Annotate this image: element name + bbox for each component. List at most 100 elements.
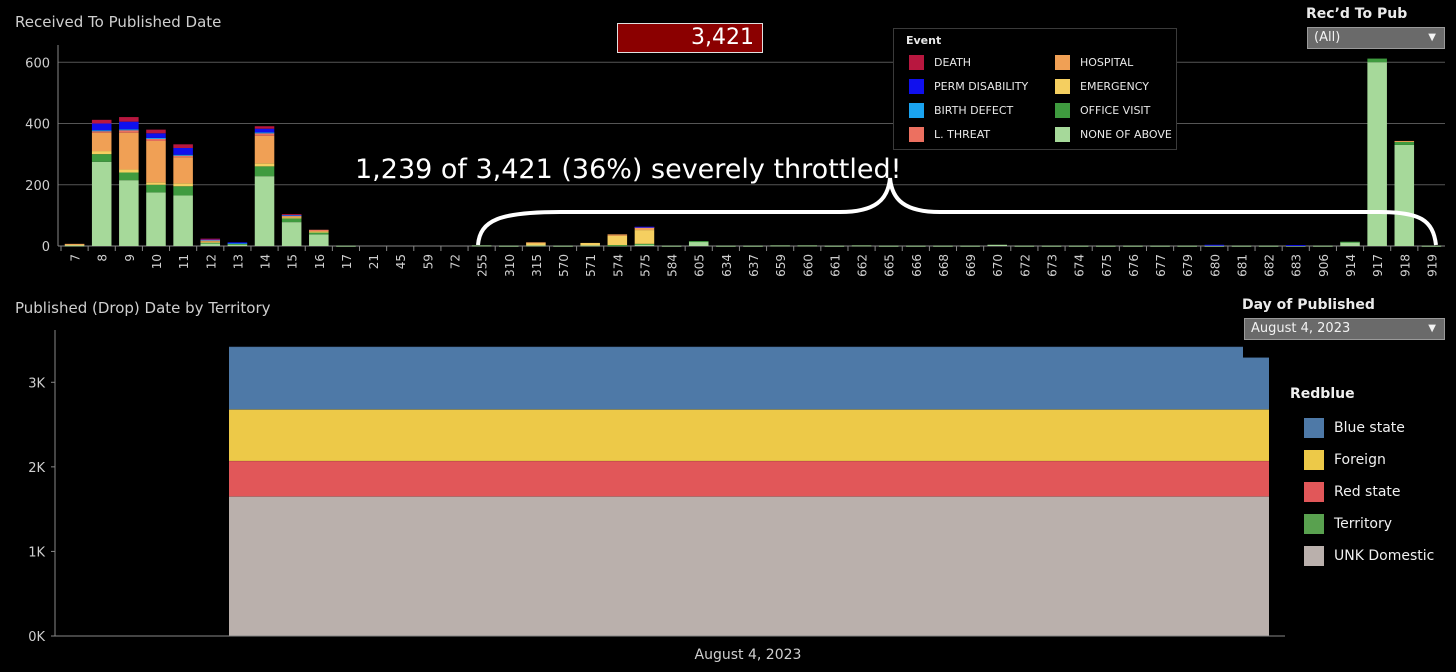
bar-segment[interactable] xyxy=(146,140,166,183)
bar-segment[interactable] xyxy=(661,245,682,247)
bar-segment[interactable] xyxy=(1041,245,1062,247)
bar-segment[interactable] xyxy=(119,130,139,133)
event-legend-item[interactable]: NONE OF ABOVE xyxy=(1055,127,1172,142)
bar-segment[interactable] xyxy=(91,132,112,152)
event-legend-item[interactable]: EMERGENCY xyxy=(1055,79,1149,94)
bar-segment[interactable] xyxy=(634,226,655,228)
bar-segment[interactable] xyxy=(1285,245,1306,247)
bar-segment[interactable] xyxy=(1394,141,1415,145)
bar-segment[interactable] xyxy=(526,242,546,246)
bar-segment[interactable] xyxy=(309,232,329,235)
bar-segment[interactable] xyxy=(200,240,221,242)
bar-segment[interactable] xyxy=(1394,144,1415,246)
bar-segment[interactable] xyxy=(173,154,193,156)
bar-segment[interactable] xyxy=(173,195,193,246)
redblue-legend-item[interactable]: Blue state xyxy=(1304,412,1434,444)
bar-segment[interactable] xyxy=(878,245,899,247)
bar-segment[interactable] xyxy=(173,183,193,187)
bar-segment[interactable] xyxy=(634,243,655,245)
bar-segment[interactable] xyxy=(1340,242,1360,246)
bar-segment[interactable] xyxy=(227,243,248,245)
redblue-legend-item[interactable]: Territory xyxy=(1304,508,1434,540)
bar-segment[interactable] xyxy=(91,119,112,124)
bar-segment[interactable] xyxy=(91,130,112,132)
bar-segment[interactable] xyxy=(227,244,248,246)
bar-segment[interactable] xyxy=(607,235,628,246)
bar-segment[interactable] xyxy=(1340,241,1360,243)
bar-segment[interactable] xyxy=(200,242,221,244)
bar-segment[interactable] xyxy=(173,155,193,158)
bar-segment[interactable] xyxy=(336,245,356,247)
bar-segment[interactable] xyxy=(1096,245,1116,247)
bar-segment[interactable] xyxy=(580,245,600,247)
bar-segment[interactable] xyxy=(254,126,275,129)
bar-segment[interactable] xyxy=(743,245,763,247)
bar-segment[interactable] xyxy=(688,241,709,246)
bar-segment[interactable] xyxy=(173,144,193,148)
bar-segment[interactable] xyxy=(1177,245,1197,247)
bar-segment[interactable] xyxy=(119,117,139,122)
bar-segment[interactable] xyxy=(119,121,139,130)
event-legend-item[interactable]: L. THREAT xyxy=(909,127,990,142)
bar-segment[interactable] xyxy=(254,176,275,246)
bar-segment[interactable] xyxy=(1313,245,1333,247)
area-band[interactable] xyxy=(229,346,1269,410)
event-legend-item[interactable]: HOSPITAL xyxy=(1055,55,1133,70)
bar-segment[interactable] xyxy=(309,234,329,246)
bar-segment[interactable] xyxy=(146,138,166,141)
redblue-legend-item[interactable]: Foreign xyxy=(1304,444,1434,476)
bar-segment[interactable] xyxy=(1394,140,1415,142)
bar-segment[interactable] xyxy=(607,234,628,236)
redblue-legend-item[interactable]: Red state xyxy=(1304,476,1434,508)
event-legend-item[interactable]: BIRTH DEFECT xyxy=(909,103,1013,118)
day-of-published-dropdown[interactable]: August 4, 2023 ▼ xyxy=(1244,318,1445,340)
bar-segment[interactable] xyxy=(797,245,818,247)
event-legend-item[interactable]: PERM DISABILITY xyxy=(909,79,1028,94)
bar-segment[interactable] xyxy=(64,245,85,247)
bar-segment[interactable] xyxy=(254,166,275,177)
bar-segment[interactable] xyxy=(580,242,600,246)
bar-segment[interactable] xyxy=(309,229,329,231)
bar-segment[interactable] xyxy=(200,243,221,246)
bar-segment[interactable] xyxy=(173,148,193,155)
bar-segment[interactable] xyxy=(1231,245,1252,247)
bar-segment[interactable] xyxy=(1123,245,1143,247)
bar-segment[interactable] xyxy=(91,161,112,246)
bar-segment[interactable] xyxy=(309,231,329,233)
bar-segment[interactable] xyxy=(146,184,166,193)
bar-segment[interactable] xyxy=(146,192,166,246)
bar-segment[interactable] xyxy=(1150,245,1170,247)
bar-segment[interactable] xyxy=(254,133,275,136)
bar-segment[interactable] xyxy=(254,163,275,167)
bar-segment[interactable] xyxy=(200,238,221,240)
bar-segment[interactable] xyxy=(1421,245,1442,247)
redblue-legend-item[interactable]: UNK Domestic xyxy=(1304,540,1434,572)
bar-segment[interactable] xyxy=(173,186,193,196)
bar-segment[interactable] xyxy=(960,245,980,247)
bar-segment[interactable] xyxy=(607,245,628,247)
bar-segment[interactable] xyxy=(309,230,329,232)
bar-segment[interactable] xyxy=(526,242,546,244)
bar-segment[interactable] xyxy=(1014,245,1035,247)
bar-segment[interactable] xyxy=(91,131,112,133)
bar-segment[interactable] xyxy=(254,135,275,164)
bar-segment[interactable] xyxy=(119,169,139,173)
bar-segment[interactable] xyxy=(770,245,790,247)
bar-segment[interactable] xyxy=(1367,58,1387,63)
bar-segment[interactable] xyxy=(146,137,166,139)
bar-segment[interactable] xyxy=(716,245,736,247)
bar-segment[interactable] xyxy=(200,241,221,243)
bar-segment[interactable] xyxy=(1204,244,1225,246)
bar-segment[interactable] xyxy=(64,244,85,246)
event-legend-item[interactable]: DEATH xyxy=(909,55,971,70)
bar-segment[interactable] xyxy=(634,244,655,246)
bar-segment[interactable] xyxy=(933,245,953,247)
area-band[interactable] xyxy=(229,460,1269,497)
bar-segment[interactable] xyxy=(906,245,926,247)
bar-segment[interactable] xyxy=(200,239,221,241)
bar-segment[interactable] xyxy=(1285,245,1306,247)
bar-segment[interactable] xyxy=(119,172,139,181)
bar-segment[interactable] xyxy=(254,132,275,134)
bar-segment[interactable] xyxy=(281,214,302,216)
bar-segment[interactable] xyxy=(471,245,492,247)
